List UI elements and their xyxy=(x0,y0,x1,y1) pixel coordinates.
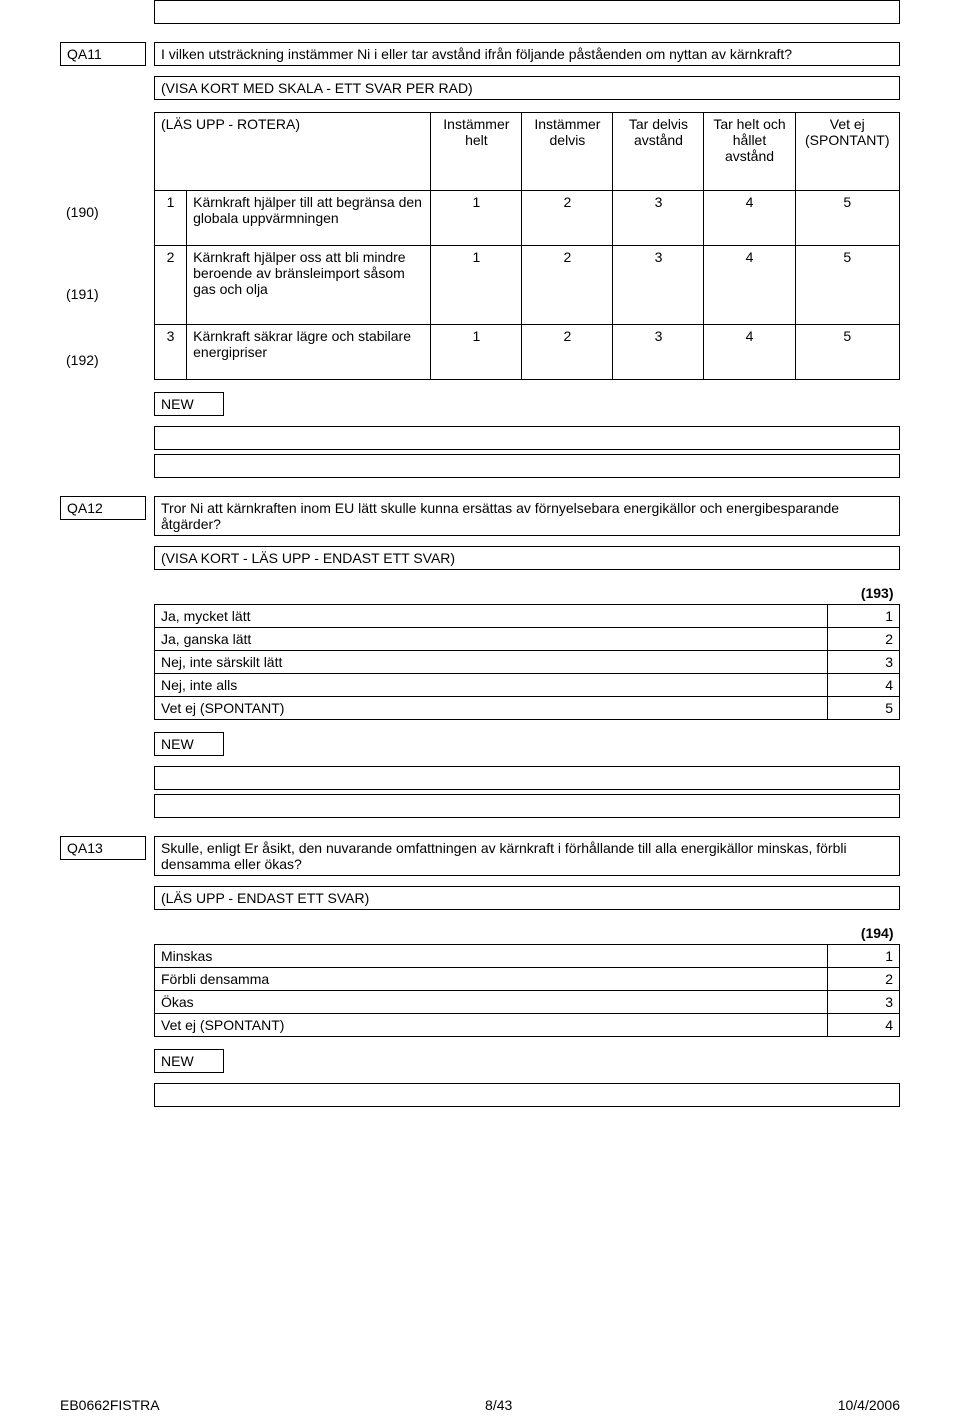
qa11-col-0: Instämmer helt xyxy=(431,113,522,191)
qa13-option-0-val: 1 xyxy=(828,945,900,968)
side-code-191: (191) xyxy=(60,248,154,339)
qa11-col-3: Tar helt och hållet avstånd xyxy=(704,113,795,191)
qa12-option-0-val: 1 xyxy=(828,605,900,628)
qa11-row-1-val-1: 2 xyxy=(522,246,613,324)
qa12-option-2: Nej, inte särskilt lätt 3 xyxy=(155,651,900,674)
qa11-row-2-num: 3 xyxy=(155,324,187,379)
page-footer: EB0662FISTRA 8/43 10/4/2006 xyxy=(60,1397,900,1413)
qa11-header-label: (LÄS UPP - ROTERA) xyxy=(155,113,431,191)
qa13-question: Skulle, enligt Er åsikt, den nuvarande o… xyxy=(154,836,900,876)
qa11-row-1-num: 2 xyxy=(155,246,187,324)
qa11-row-0-val-2: 3 xyxy=(613,191,704,246)
qa12-option-1: Ja, ganska lätt 2 xyxy=(155,628,900,651)
qa13-option-0-label: Minskas xyxy=(155,945,828,968)
qa11-new: NEW xyxy=(154,392,224,416)
footer-right: 10/4/2006 xyxy=(838,1397,900,1413)
qa13-row: QA13 Skulle, enligt Er åsikt, den nuvara… xyxy=(60,836,900,876)
qa11-row-2-text: Kärnkraft säkrar lägre och stabilare ene… xyxy=(187,324,431,379)
qa11-row-0-val-0: 1 xyxy=(431,191,522,246)
qa11-row-0-num: 1 xyxy=(155,191,187,246)
qa11-row-2-val-2: 3 xyxy=(613,324,704,379)
qa12-option-1-val: 2 xyxy=(828,628,900,651)
qa12-code: QA12 xyxy=(60,496,146,520)
qa13-new: NEW xyxy=(154,1049,224,1073)
qa12-option-4-val: 5 xyxy=(828,697,900,720)
qa11-row-0-val-3: 4 xyxy=(704,191,795,246)
qa11-row-2-val-1: 2 xyxy=(522,324,613,379)
qa12-option-2-label: Nej, inte särskilt lätt xyxy=(155,651,828,674)
qa13-instruction: (LÄS UPP - ENDAST ETT SVAR) xyxy=(154,886,900,910)
qa13-option-1-label: Förbli densamma xyxy=(155,968,828,991)
qa12-option-2-val: 3 xyxy=(828,651,900,674)
qa12-option-3: Nej, inte alls 4 xyxy=(155,674,900,697)
qa12-option-0-label: Ja, mycket lätt xyxy=(155,605,828,628)
qa11-col-4: Vet ej (SPONTANT) xyxy=(795,113,899,191)
qa11-row-0-text: Kärnkraft hjälper till att begränsa den … xyxy=(187,191,431,246)
qa11-col-2: Tar delvis avstånd xyxy=(613,113,704,191)
qa11-row-1-text: Kärnkraft hjälper oss att bli mindre ber… xyxy=(187,246,431,324)
qa11-side-codes: (190) (191) (192) xyxy=(60,112,154,380)
qa11-row: QA11 I vilken utsträckning instämmer Ni … xyxy=(60,42,900,66)
qa12-instruction: (VISA KORT - LÄS UPP - ENDAST ETT SVAR) xyxy=(154,546,900,570)
qa12-option-1-label: Ja, ganska lätt xyxy=(155,628,828,651)
qa11-row-0: 1 Kärnkraft hjälper till att begränsa de… xyxy=(155,191,900,246)
qa13-option-0: Minskas 1 xyxy=(155,945,900,968)
qa11-row-1-val-0: 1 xyxy=(431,246,522,324)
qa11-row-1-val-4: 5 xyxy=(795,246,899,324)
qa13-option-2-val: 3 xyxy=(828,991,900,1014)
qa12-option-3-label: Nej, inte alls xyxy=(155,674,828,697)
qa12-row: QA12 Tror Ni att kärnkraften inom EU lät… xyxy=(60,496,900,536)
qa13-code: QA13 xyxy=(60,836,146,860)
qa11-question: I vilken utsträckning instämmer Ni i ell… xyxy=(154,42,900,66)
qa12-code-header: (193) xyxy=(828,582,900,605)
qa11-code: QA11 xyxy=(60,42,146,66)
qa13-option-3: Vet ej (SPONTANT) 4 xyxy=(155,1014,900,1037)
qa11-row-0-val-4: 5 xyxy=(795,191,899,246)
qa11-matrix-wrap: (190) (191) (192) (LÄS UPP - ROTERA) Ins… xyxy=(60,112,900,380)
empty-cell xyxy=(154,766,900,790)
empty-cell xyxy=(154,454,900,478)
qa12-new: NEW xyxy=(154,732,224,756)
qa12-options-table: (193) Ja, mycket lätt 1 Ja, ganska lätt … xyxy=(154,582,900,720)
qa13-option-3-val: 4 xyxy=(828,1014,900,1037)
qa12-option-3-val: 4 xyxy=(828,674,900,697)
qa13-options-table: (194) Minskas 1 Förbli densamma 2 Ökas 3… xyxy=(154,922,900,1037)
qa13-option-1-val: 2 xyxy=(828,968,900,991)
side-code-190: (190) xyxy=(60,175,154,248)
qa13-code-header: (194) xyxy=(828,922,900,945)
qa11-row-2-val-4: 5 xyxy=(795,324,899,379)
qa11-row-1: 2 Kärnkraft hjälper oss att bli mindre b… xyxy=(155,246,900,324)
qa11-row-0-val-1: 2 xyxy=(522,191,613,246)
qa12-option-4-label: Vet ej (SPONTANT) xyxy=(155,697,828,720)
empty-cell xyxy=(154,426,900,450)
empty-cell xyxy=(154,1083,900,1107)
qa11-row-2: 3 Kärnkraft säkrar lägre och stabilare e… xyxy=(155,324,900,379)
footer-center: 8/43 xyxy=(485,1397,512,1413)
qa11-instruction: (VISA KORT MED SKALA - ETT SVAR PER RAD) xyxy=(154,76,900,100)
qa12-option-0: Ja, mycket lätt 1 xyxy=(155,605,900,628)
empty-cell xyxy=(154,794,900,818)
empty-cell xyxy=(154,0,900,24)
qa11-row-1-val-2: 3 xyxy=(613,246,704,324)
qa12-question: Tror Ni att kärnkraften inom EU lätt sku… xyxy=(154,496,900,536)
qa13-option-3-label: Vet ej (SPONTANT) xyxy=(155,1014,828,1037)
footer-left: EB0662FISTRA xyxy=(60,1397,160,1413)
qa11-row-2-val-3: 4 xyxy=(704,324,795,379)
qa13-option-2: Ökas 3 xyxy=(155,991,900,1014)
qa11-row-1-val-3: 4 xyxy=(704,246,795,324)
side-code-192: (192) xyxy=(60,339,154,380)
qa11-col-1: Instämmer delvis xyxy=(522,113,613,191)
qa13-option-2-label: Ökas xyxy=(155,991,828,1014)
qa12-option-4: Vet ej (SPONTANT) 5 xyxy=(155,697,900,720)
qa11-matrix-table: (LÄS UPP - ROTERA) Instämmer helt Instäm… xyxy=(154,112,900,380)
qa13-option-1: Förbli densamma 2 xyxy=(155,968,900,991)
qa11-row-2-val-0: 1 xyxy=(431,324,522,379)
